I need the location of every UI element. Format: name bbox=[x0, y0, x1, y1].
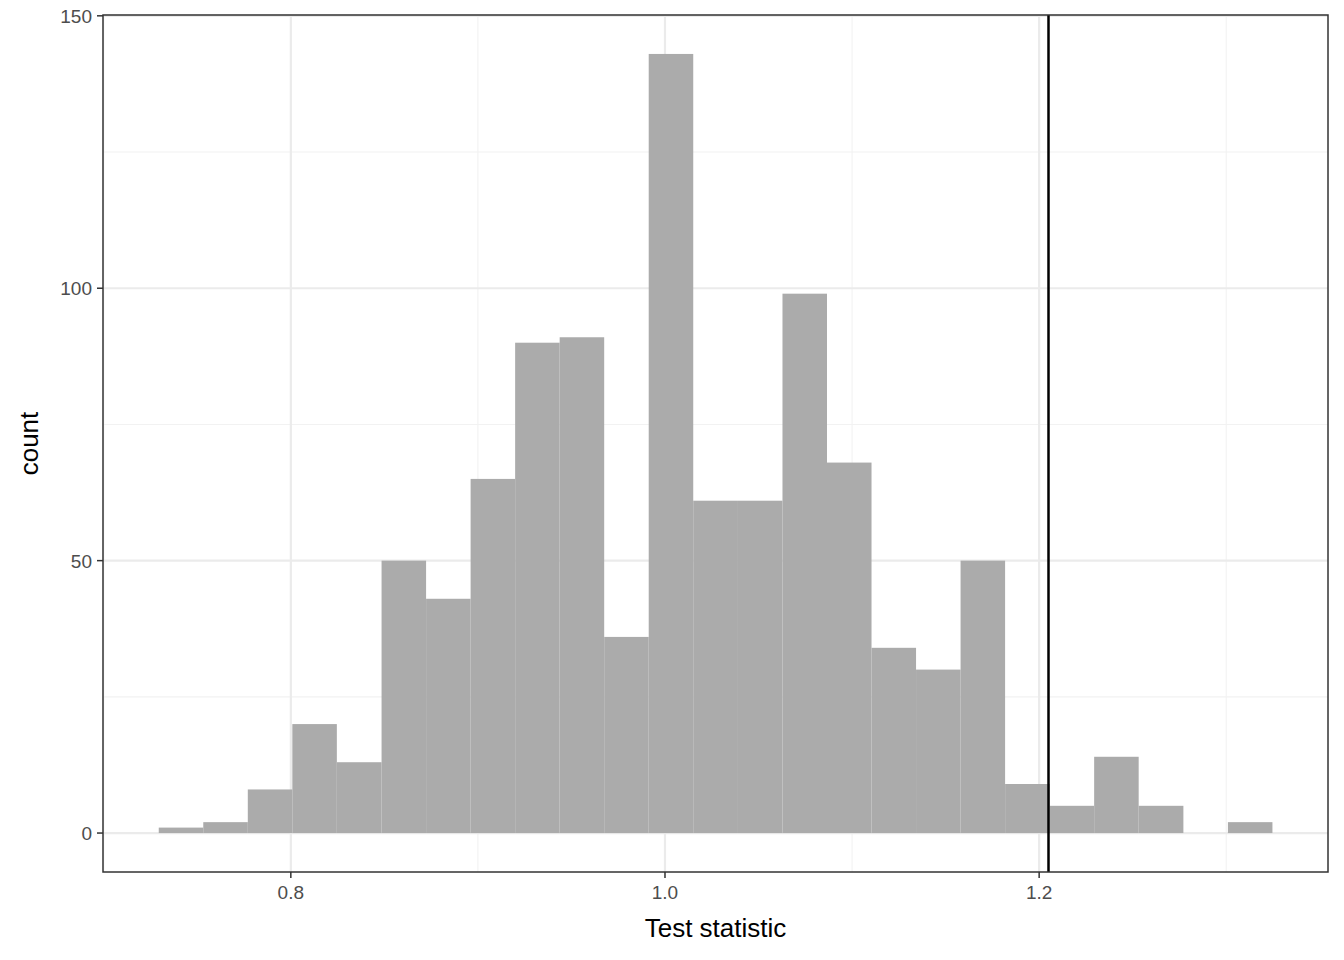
bar bbox=[1005, 784, 1050, 833]
grid-line bbox=[290, 15, 292, 872]
chart: 0.8 1.0 1.2 0 50 100 150 Test statistic count bbox=[0, 0, 1344, 960]
bar bbox=[1139, 806, 1184, 833]
minor-grid-line bbox=[103, 424, 1328, 425]
bar bbox=[738, 501, 783, 833]
tick-label: 150 bbox=[60, 6, 92, 27]
bar bbox=[337, 762, 382, 833]
y-axis-title: count bbox=[14, 411, 44, 475]
bar bbox=[1094, 757, 1139, 833]
bar bbox=[827, 463, 872, 833]
tick-label: 1.0 bbox=[652, 882, 678, 903]
x-axis-title: Test statistic bbox=[645, 913, 787, 943]
bar bbox=[1183, 833, 1228, 834]
tick bbox=[97, 832, 103, 834]
bar bbox=[203, 822, 248, 833]
bar bbox=[560, 337, 605, 833]
reference-line bbox=[1047, 15, 1050, 872]
minor-grid-line bbox=[1226, 15, 1227, 872]
bar bbox=[872, 648, 917, 833]
tick-label: 0.8 bbox=[278, 882, 304, 903]
bar bbox=[471, 479, 516, 833]
grid bbox=[103, 15, 1328, 872]
tick bbox=[97, 15, 103, 17]
bar bbox=[426, 599, 471, 833]
tick bbox=[664, 872, 666, 878]
tick-label: 1.2 bbox=[1026, 882, 1052, 903]
background bbox=[0, 0, 1344, 960]
bar bbox=[961, 561, 1006, 833]
bar bbox=[604, 637, 649, 833]
bar bbox=[292, 724, 337, 833]
bar bbox=[159, 828, 204, 833]
tick-label: 50 bbox=[71, 551, 92, 572]
axes: 0.8 1.0 1.2 0 50 100 150 bbox=[60, 6, 1052, 903]
bar bbox=[782, 294, 827, 833]
tick bbox=[290, 872, 292, 878]
tick-label: 100 bbox=[60, 278, 92, 299]
tick bbox=[1038, 872, 1040, 878]
grid-line bbox=[103, 287, 1328, 289]
minor-grid-line bbox=[103, 151, 1328, 152]
bar bbox=[693, 501, 738, 833]
grid-line bbox=[1038, 15, 1040, 872]
panel-border bbox=[103, 15, 1328, 872]
tick-label: 0 bbox=[81, 823, 92, 844]
bar bbox=[1050, 806, 1095, 833]
bar bbox=[248, 789, 293, 833]
bars bbox=[159, 15, 1273, 872]
bar bbox=[382, 561, 427, 833]
bar bbox=[649, 54, 694, 833]
tick bbox=[97, 560, 103, 562]
tick bbox=[97, 287, 103, 289]
bar bbox=[515, 343, 560, 833]
bar bbox=[1228, 822, 1273, 833]
bar bbox=[916, 670, 961, 833]
